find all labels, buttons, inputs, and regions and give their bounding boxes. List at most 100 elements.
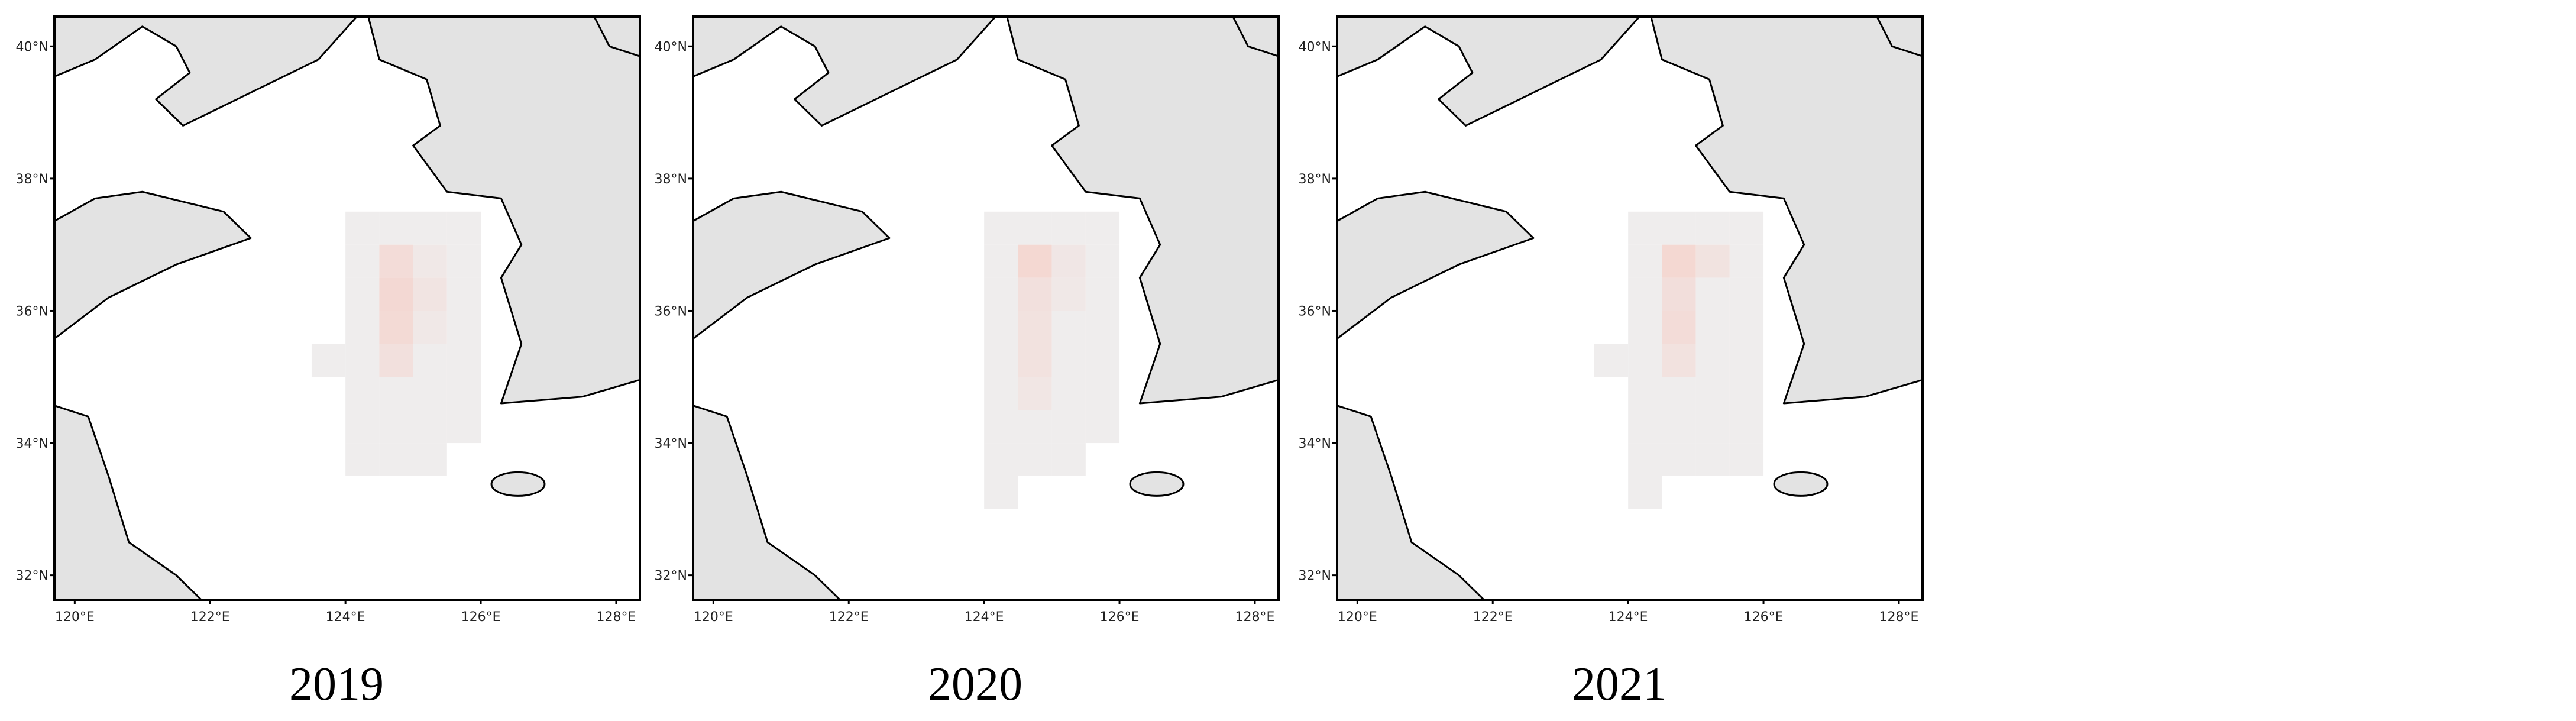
grid-cell	[446, 344, 481, 377]
panel-year: 2019	[289, 658, 384, 710]
grid-cell	[1018, 410, 1052, 444]
lat-tick-label: 34°N	[1299, 437, 1331, 451]
land	[1876, 17, 1923, 57]
land	[1232, 17, 1279, 57]
grid-cell	[1018, 244, 1052, 278]
grid-cell	[413, 244, 447, 278]
grid-cell	[1018, 311, 1052, 344]
grid-cell	[379, 244, 413, 278]
lon-tick-label: 128°E	[596, 610, 636, 625]
grid-cell	[379, 443, 413, 476]
grid-cell	[984, 344, 1018, 377]
grid-cell	[1662, 410, 1696, 444]
grid-cell	[1628, 443, 1662, 476]
island	[1773, 471, 1829, 497]
grid-cell	[1628, 377, 1662, 410]
island	[1129, 471, 1185, 497]
grid-cell	[1695, 311, 1730, 344]
grid-cell	[1085, 211, 1120, 245]
grid-cell	[446, 277, 481, 311]
lat-tick-label: 40°N	[655, 40, 687, 54]
grid-cell	[984, 244, 1018, 278]
grid-cell	[1662, 344, 1696, 377]
panel-year: 2020	[928, 658, 1022, 710]
lon-tick-label: 126°E	[461, 610, 501, 625]
grid-cell	[345, 410, 380, 444]
grid-cell	[1628, 277, 1662, 311]
land	[1006, 17, 1279, 405]
lat-tick-label: 34°N	[655, 437, 687, 451]
land	[693, 190, 891, 340]
grid-cell	[1051, 377, 1086, 410]
map-panel	[54, 17, 640, 600]
grid-cell	[345, 377, 380, 410]
grid-cell	[413, 211, 447, 245]
lon-tick-label: 122°E	[190, 610, 230, 625]
grid-cell	[446, 211, 481, 245]
grid-cell	[1018, 443, 1052, 476]
grid-cell	[1018, 377, 1052, 410]
land	[54, 17, 358, 127]
grid-cell	[1051, 443, 1086, 476]
lat-tick-label: 32°N	[1299, 569, 1331, 584]
grid-cell	[1662, 443, 1696, 476]
grid-cell	[984, 443, 1018, 476]
grid-cell	[345, 311, 380, 344]
grid-cell	[1051, 344, 1086, 377]
lat-tick-label: 40°N	[1299, 40, 1331, 54]
grid-cell	[379, 277, 413, 311]
grid-cell	[345, 344, 380, 377]
grid-cell	[1729, 377, 1764, 410]
grid-cell	[1628, 410, 1662, 444]
grid-cell	[379, 410, 413, 444]
map-panel	[1337, 17, 1923, 600]
grid-cell	[446, 244, 481, 278]
lon-tick-label: 124°E	[965, 610, 1004, 625]
lat-tick-label: 36°N	[655, 304, 687, 319]
grid-cell	[413, 377, 447, 410]
grid-cell	[1729, 277, 1764, 311]
lat-tick-label: 36°N	[16, 304, 48, 319]
grid-cell	[1662, 377, 1696, 410]
lon-tick-label: 122°E	[1473, 610, 1513, 625]
grid-cell	[1085, 277, 1120, 311]
map-panel	[693, 17, 1279, 600]
grid-cell	[1695, 211, 1730, 245]
lat-tick-label: 32°N	[655, 569, 687, 584]
grid-cell	[446, 311, 481, 344]
grid-cell	[1662, 277, 1696, 311]
grid-cell	[1018, 211, 1052, 245]
lon-tick-label: 124°E	[326, 610, 365, 625]
grid-cell	[379, 211, 413, 245]
grid-cell	[1085, 410, 1120, 444]
grid-cell	[1628, 211, 1662, 245]
grid-cell	[1594, 344, 1629, 377]
grid-cell	[1051, 311, 1086, 344]
land	[1337, 17, 1641, 127]
lat-tick-label: 38°N	[1299, 172, 1331, 187]
grid-cell	[1695, 344, 1730, 377]
grid-cell	[379, 311, 413, 344]
land	[593, 17, 640, 57]
grid-cell	[1628, 311, 1662, 344]
grid-cell	[1729, 244, 1764, 278]
lat-tick-label: 36°N	[1299, 304, 1331, 319]
grid-cell	[984, 211, 1018, 245]
grid-cell	[446, 377, 481, 410]
lat-tick-label: 40°N	[16, 40, 48, 54]
lon-tick-label: 126°E	[1744, 610, 1784, 625]
grid-cell	[1695, 277, 1730, 311]
grid-cell	[379, 344, 413, 377]
grid-cell	[1695, 443, 1730, 476]
lat-tick-label: 38°N	[655, 172, 687, 187]
grid-cell	[345, 211, 380, 245]
map-frame	[1336, 15, 1924, 601]
grid-cell	[1695, 410, 1730, 444]
grid-cell	[984, 277, 1018, 311]
lon-tick-label: 126°E	[1100, 610, 1140, 625]
grid-cell	[984, 410, 1018, 444]
grid-cell	[379, 377, 413, 410]
land	[54, 190, 252, 340]
grid-cell	[1662, 311, 1696, 344]
